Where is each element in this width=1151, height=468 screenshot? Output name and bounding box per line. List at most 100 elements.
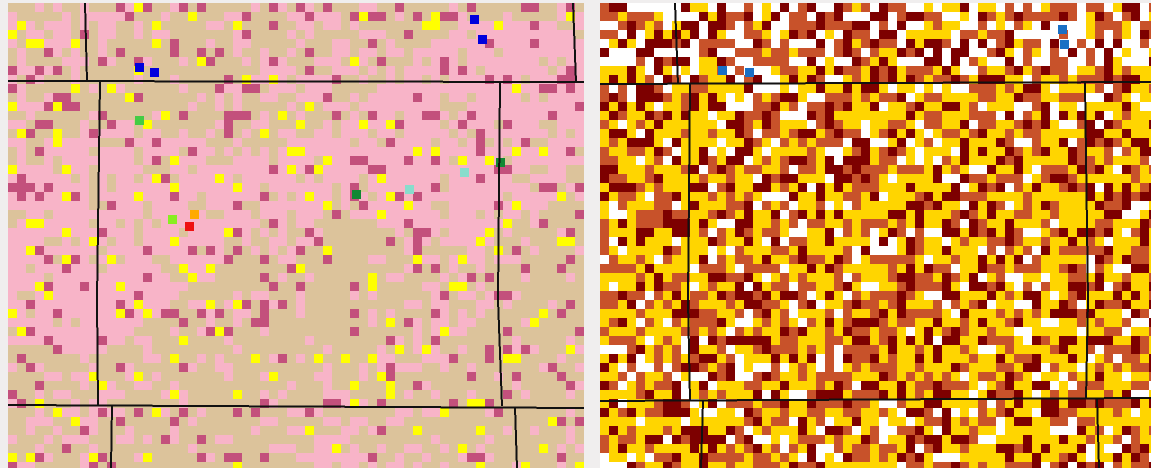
raster-cell <box>807 462 816 468</box>
raster-cell <box>413 426 422 435</box>
raster-cell <box>1014 255 1023 264</box>
raster-cell <box>305 21 314 30</box>
raster-cell <box>17 246 26 255</box>
raster-cell <box>1014 300 1023 309</box>
raster-cell <box>708 228 717 237</box>
raster-cell <box>771 372 780 381</box>
raster-cell <box>440 237 449 246</box>
raster-cell <box>566 300 575 309</box>
raster-cell <box>150 68 159 77</box>
raster-cell <box>71 282 80 291</box>
raster-cell <box>636 210 645 219</box>
raster-cell <box>762 462 771 468</box>
raster-cell <box>359 75 368 84</box>
raster-cell <box>618 57 627 66</box>
raster-cell <box>206 39 215 48</box>
raster-cell <box>125 273 134 282</box>
raster-cell <box>152 138 161 147</box>
raster-cell <box>359 12 368 21</box>
raster-cell <box>1041 444 1050 453</box>
raster-cell <box>672 381 681 390</box>
raster-cell <box>915 435 924 444</box>
raster-cell <box>305 210 314 219</box>
raster-cell <box>771 39 780 48</box>
raster-cell <box>386 201 395 210</box>
raster-cell <box>341 138 350 147</box>
raster-cell <box>942 417 951 426</box>
raster-cell <box>557 237 566 246</box>
raster-cell <box>735 327 744 336</box>
raster-cell <box>798 156 807 165</box>
raster-cell <box>1077 426 1086 435</box>
raster-cell <box>386 39 395 48</box>
raster-cell <box>933 93 942 102</box>
raster-cell <box>618 363 627 372</box>
raster-cell <box>269 183 278 192</box>
raster-cell <box>1104 39 1113 48</box>
raster-cell <box>978 435 987 444</box>
raster-cell <box>233 345 242 354</box>
raster-cell <box>386 111 395 120</box>
raster-cell <box>413 93 422 102</box>
raster-cell <box>600 165 609 174</box>
raster-cell <box>951 129 960 138</box>
raster-cell <box>413 147 422 156</box>
raster-cell <box>161 30 170 39</box>
raster-cell <box>152 300 161 309</box>
raster-cell <box>17 93 26 102</box>
raster-cell <box>314 192 323 201</box>
raster-cell <box>530 57 539 66</box>
raster-cell <box>924 273 933 282</box>
raster-cell <box>744 318 753 327</box>
raster-cell <box>636 318 645 327</box>
raster-cell <box>825 174 834 183</box>
raster-cell <box>296 309 305 318</box>
raster-cell <box>600 120 609 129</box>
raster-cell <box>440 291 449 300</box>
raster-cell <box>53 201 62 210</box>
raster-cell <box>44 291 53 300</box>
raster-cell <box>825 201 834 210</box>
raster-cell <box>98 300 107 309</box>
raster-cell <box>260 453 269 462</box>
raster-cell <box>834 138 843 147</box>
raster-cell <box>1014 318 1023 327</box>
raster-cell <box>636 309 645 318</box>
raster-cell <box>251 219 260 228</box>
raster-cell <box>699 228 708 237</box>
raster-cell <box>1140 318 1149 327</box>
raster-cell <box>152 228 161 237</box>
raster-cell <box>960 363 969 372</box>
raster-cell <box>915 345 924 354</box>
raster-cell <box>503 48 512 57</box>
raster-cell <box>654 147 663 156</box>
raster-cell <box>753 435 762 444</box>
raster-cell <box>413 129 422 138</box>
raster-cell <box>807 183 816 192</box>
raster-cell <box>780 12 789 21</box>
raster-cell <box>762 174 771 183</box>
raster-cell <box>609 84 618 93</box>
raster-cell <box>296 3 305 12</box>
raster-cell <box>359 138 368 147</box>
raster-cell <box>296 183 305 192</box>
raster-cell <box>870 219 879 228</box>
raster-cell <box>35 273 44 282</box>
raster-cell <box>413 120 422 129</box>
raster-cell <box>1077 273 1086 282</box>
raster-cell <box>206 300 215 309</box>
raster-cell <box>395 363 404 372</box>
raster-cell <box>476 120 485 129</box>
raster-cell <box>789 12 798 21</box>
raster-cell <box>654 57 663 66</box>
raster-cell <box>386 192 395 201</box>
raster-cell <box>1104 138 1113 147</box>
raster-cell <box>449 174 458 183</box>
raster-cell <box>744 291 753 300</box>
raster-cell <box>17 399 26 408</box>
raster-cell <box>1023 111 1032 120</box>
raster-cell <box>314 435 323 444</box>
raster-cell <box>422 138 431 147</box>
raster-cell <box>852 57 861 66</box>
raster-cell <box>987 111 996 120</box>
